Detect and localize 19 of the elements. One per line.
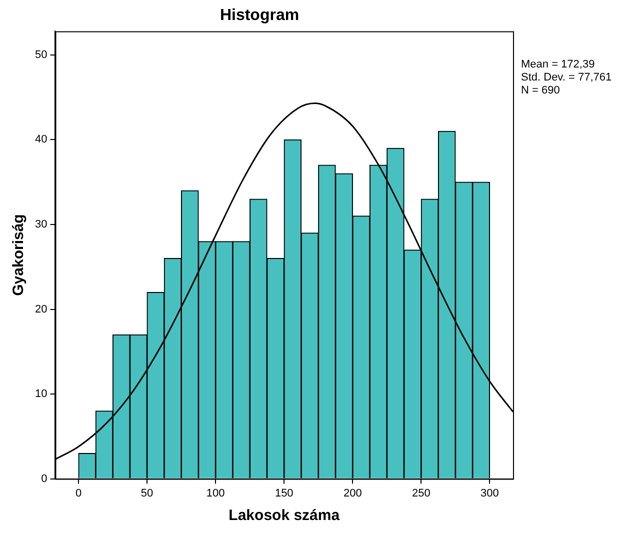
- x-tick-label: 100: [206, 487, 225, 500]
- text: Std. Dev. = 77,761: [521, 72, 612, 84]
- x-tick-label: 0: [75, 487, 82, 500]
- y-tick-label: 10: [34, 388, 48, 400]
- text: N = 690: [521, 84, 560, 97]
- y-tick-label: 40: [34, 134, 48, 146]
- y-tick-label: 50: [34, 48, 48, 61]
- x-tick-label: 50: [140, 487, 154, 500]
- x-tick-label: 150: [274, 487, 294, 500]
- y-tick-label: 20: [34, 303, 48, 316]
- y-tick-label: 0: [41, 472, 48, 485]
- y-tick-label: 30: [34, 218, 48, 231]
- text: Mean = 172,39: [521, 58, 595, 71]
- x-axis-title: Lakosok száma: [228, 507, 340, 524]
- y-axis-title: Gyakoriság: [10, 214, 28, 296]
- x-tick-label: 200: [343, 487, 362, 500]
- chart-title: Histogram: [220, 7, 300, 24]
- x-tick-label: 300: [480, 487, 499, 500]
- x-tick-label: 250: [412, 487, 430, 500]
